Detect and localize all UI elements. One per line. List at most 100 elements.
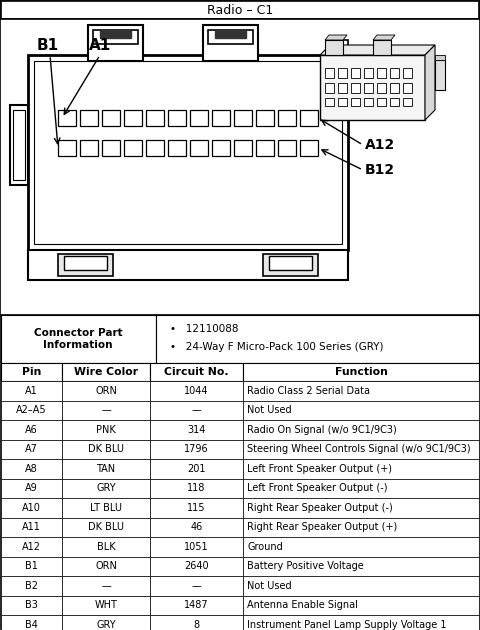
Bar — [1, 615, 62, 630]
Bar — [243, 537, 479, 556]
Bar — [377, 68, 386, 78]
Text: BLK: BLK — [96, 542, 115, 552]
Text: A1: A1 — [89, 38, 111, 52]
Bar — [93, 30, 138, 44]
Polygon shape — [435, 55, 445, 60]
Bar — [58, 110, 76, 126]
Bar — [243, 363, 479, 381]
Bar — [377, 98, 386, 106]
Bar — [150, 440, 243, 459]
Text: A2–A5: A2–A5 — [16, 405, 47, 415]
Text: Left Front Speaker Output (+): Left Front Speaker Output (+) — [247, 464, 392, 474]
Text: Function: Function — [335, 367, 387, 377]
Text: 314: 314 — [187, 425, 206, 435]
Bar — [190, 110, 208, 126]
Bar — [403, 68, 412, 78]
Bar — [150, 479, 243, 498]
Bar — [212, 110, 230, 126]
Bar — [243, 615, 479, 630]
Bar — [435, 60, 445, 90]
Bar — [150, 517, 243, 537]
Bar — [1, 19, 479, 315]
Bar — [1, 363, 62, 381]
Text: Radio Class 2 Serial Data: Radio Class 2 Serial Data — [247, 386, 370, 396]
Text: Right Rear Speaker Output (+): Right Rear Speaker Output (+) — [247, 522, 397, 532]
Bar — [403, 98, 412, 106]
Text: —: — — [192, 581, 202, 591]
Bar — [1, 479, 62, 498]
Text: ORN: ORN — [95, 386, 117, 396]
Text: Radio – C1: Radio – C1 — [207, 4, 273, 18]
Bar — [150, 556, 243, 576]
Bar — [338, 68, 347, 78]
Bar — [62, 440, 150, 459]
Bar — [243, 576, 479, 595]
Bar — [28, 250, 348, 280]
Text: B1: B1 — [25, 561, 38, 571]
Text: •   12110088: • 12110088 — [170, 324, 239, 334]
Text: •   24-Way F Micro-Pack 100 Series (GRY): • 24-Way F Micro-Pack 100 Series (GRY) — [170, 342, 384, 352]
Bar — [234, 140, 252, 156]
Text: A7: A7 — [25, 444, 38, 454]
Bar — [256, 140, 274, 156]
Text: WHT: WHT — [95, 600, 118, 610]
Bar — [373, 40, 391, 55]
Bar — [150, 595, 243, 615]
Text: DK BLU: DK BLU — [88, 522, 124, 532]
Text: GRY: GRY — [96, 620, 116, 630]
Bar — [243, 381, 479, 401]
Bar — [243, 479, 479, 498]
Text: Right Rear Speaker Output (-): Right Rear Speaker Output (-) — [247, 503, 393, 513]
Bar — [320, 55, 425, 120]
Text: Left Front Speaker Output (-): Left Front Speaker Output (-) — [247, 483, 387, 493]
Bar — [325, 83, 334, 93]
Bar — [34, 61, 342, 244]
Bar — [390, 68, 399, 78]
Bar — [1, 381, 62, 401]
Text: Wire Color: Wire Color — [74, 367, 138, 377]
Bar — [212, 140, 230, 156]
Text: 46: 46 — [191, 522, 203, 532]
Bar — [243, 595, 479, 615]
Bar — [62, 498, 150, 517]
Text: B12: B12 — [365, 163, 395, 177]
Text: 115: 115 — [187, 503, 206, 513]
Bar — [28, 55, 348, 250]
Text: Antenna Enable Signal: Antenna Enable Signal — [247, 600, 358, 610]
Bar — [351, 68, 360, 78]
Bar — [1, 498, 62, 517]
Bar — [243, 420, 479, 440]
Bar — [88, 25, 143, 61]
Text: B2: B2 — [25, 581, 38, 591]
Bar — [62, 576, 150, 595]
Bar — [190, 140, 208, 156]
Bar — [62, 595, 150, 615]
Bar — [156, 315, 479, 363]
Text: Ground: Ground — [247, 542, 283, 552]
Bar — [325, 98, 334, 106]
Bar — [1, 420, 62, 440]
Text: Not Used: Not Used — [247, 405, 292, 415]
Text: —: — — [101, 581, 111, 591]
Text: —: — — [192, 405, 202, 415]
Bar — [278, 110, 296, 126]
Bar — [150, 420, 243, 440]
Bar — [390, 83, 399, 93]
Text: 8: 8 — [193, 620, 200, 630]
Bar — [10, 105, 28, 185]
Bar — [62, 556, 150, 576]
Text: Connector Part Information: Connector Part Information — [34, 328, 122, 350]
Text: A10: A10 — [22, 503, 41, 513]
Text: 118: 118 — [187, 483, 206, 493]
Text: —: — — [101, 405, 111, 415]
Bar — [80, 110, 98, 126]
Bar — [203, 25, 258, 61]
Bar — [150, 363, 243, 381]
Polygon shape — [373, 35, 395, 40]
Bar — [1, 537, 62, 556]
Text: 201: 201 — [187, 464, 206, 474]
Text: A1: A1 — [25, 386, 38, 396]
Text: Radio On Signal (w/o 9C1/9C3): Radio On Signal (w/o 9C1/9C3) — [247, 425, 397, 435]
Bar — [269, 256, 312, 270]
Text: 1051: 1051 — [184, 542, 209, 552]
